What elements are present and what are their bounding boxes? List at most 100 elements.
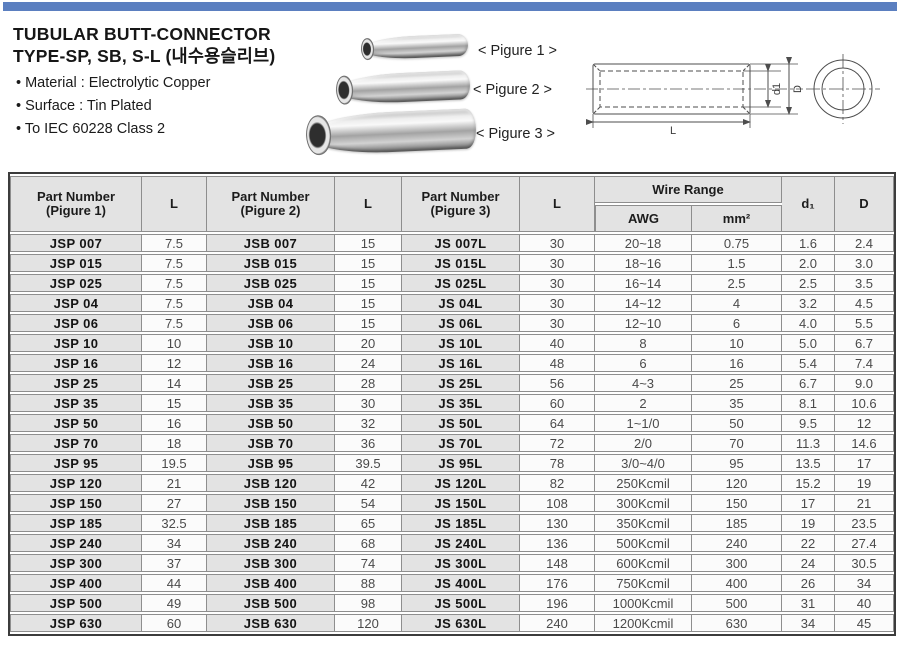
inner-diameter-d1: 1.6 bbox=[782, 234, 835, 252]
length-figure2: 30 bbox=[335, 394, 402, 412]
length-figure1: 7.5 bbox=[142, 274, 207, 292]
outer-diameter-d: 21 bbox=[835, 494, 894, 512]
length-figure2: 68 bbox=[335, 534, 402, 552]
wire-range-mm2: 630 bbox=[692, 614, 782, 632]
table-row: JSP 25 14 JSB 25 28 JS 25L 56 4~3 25 6.7 9.0 bbox=[10, 374, 894, 392]
wire-range-mm2: 0.75 bbox=[692, 234, 782, 252]
part-number-figure3: JS 35L bbox=[402, 394, 520, 412]
outer-diameter-d: 23.5 bbox=[835, 514, 894, 532]
part-number-figure2: JSB 95 bbox=[207, 454, 335, 472]
length-figure3: 30 bbox=[520, 274, 595, 292]
part-number-figure2: JSB 630 bbox=[207, 614, 335, 632]
table-row: JSP 16 12 JSB 16 24 JS 16L 48 6 16 5.4 7.4 bbox=[10, 354, 894, 372]
inner-diameter-d1: 8.1 bbox=[782, 394, 835, 412]
part-number-figure2: JSB 400 bbox=[207, 574, 335, 592]
wire-range-awg: 12~10 bbox=[595, 314, 692, 332]
table-row: JSP 120 21 JSB 120 42 JS 120L 82 250Kcmil 120 15… bbox=[10, 474, 894, 492]
table-header-row: Part Number (Pigure 1) L Part Number (Pi… bbox=[10, 176, 894, 232]
wire-range-awg: 300Kcmil bbox=[595, 494, 692, 512]
length-figure3: 60 bbox=[520, 394, 595, 412]
page-title: TUBULAR BUTT-CONNECTOR TYPE-SP, SB, S-L … bbox=[13, 23, 275, 67]
wire-range-awg: 18~16 bbox=[595, 254, 692, 272]
wire-range-mm2: 4 bbox=[692, 294, 782, 312]
outer-diameter-d: 45 bbox=[835, 614, 894, 632]
wire-range-awg: 16~14 bbox=[595, 274, 692, 292]
table-row: JSP 06 7.5 JSB 06 15 JS 06L 30 12~10 6 4.0 5.5 bbox=[10, 314, 894, 332]
length-figure3: 176 bbox=[520, 574, 595, 592]
part-number-figure2: JSB 06 bbox=[207, 314, 335, 332]
wire-range-mm2: 95 bbox=[692, 454, 782, 472]
part-number-figure2: JSB 70 bbox=[207, 434, 335, 452]
outer-diameter-d: 19 bbox=[835, 474, 894, 492]
inner-diameter-d1: 24 bbox=[782, 554, 835, 572]
part-number-figure1: JSP 120 bbox=[10, 474, 142, 492]
figure1-label: < Pigure 1 > bbox=[478, 43, 557, 59]
wire-range-mm2: 6 bbox=[692, 314, 782, 332]
table-body: JSP 007 7.5 JSB 007 15 JS 007L 30 20~18 0.75 1.6… bbox=[10, 234, 894, 632]
inner-diameter-d1: 6.7 bbox=[782, 374, 835, 392]
spec-bullets: • Material : Electrolytic Copper • Surfa… bbox=[16, 72, 210, 141]
header-part-number-figure3: Part Number (Pigure 3) bbox=[402, 176, 520, 232]
wire-range-awg: 2/0 bbox=[595, 434, 692, 452]
spec-bullet-surface: • Surface : Tin Plated bbox=[16, 98, 152, 114]
wire-range-mm2: 50 bbox=[692, 414, 782, 432]
wire-range-mm2: 10 bbox=[692, 334, 782, 352]
length-figure3: 56 bbox=[520, 374, 595, 392]
tube-bore-opening bbox=[360, 37, 375, 61]
inner-diameter-d1: 5.0 bbox=[782, 334, 835, 352]
wire-range-awg: 2 bbox=[595, 394, 692, 412]
part-number-figure3: JS 400L bbox=[402, 574, 520, 592]
length-figure2: 20 bbox=[335, 334, 402, 352]
inner-diameter-d1: 15.2 bbox=[782, 474, 835, 492]
length-figure1: 19.5 bbox=[142, 454, 207, 472]
part-number-figure2: JSB 007 bbox=[207, 234, 335, 252]
part-number-figure1: JSP 500 bbox=[10, 594, 142, 612]
spec-bullet-standard: • To IEC 60228 Class 2 bbox=[16, 121, 166, 137]
part-number-figure1: JSP 240 bbox=[10, 534, 142, 552]
length-figure2: 39.5 bbox=[335, 454, 402, 472]
outer-diameter-d: 40 bbox=[835, 594, 894, 612]
length-figure3: 48 bbox=[520, 354, 595, 372]
wire-range-mm2: 150 bbox=[692, 494, 782, 512]
length-figure1: 27 bbox=[142, 494, 207, 512]
wire-range-mm2: 120 bbox=[692, 474, 782, 492]
header-mm2: mm² bbox=[692, 205, 782, 232]
part-number-figure1: JSP 50 bbox=[10, 414, 142, 432]
length-figure3: 30 bbox=[520, 314, 595, 332]
part-number-figure1: JSP 16 bbox=[10, 354, 142, 372]
part-number-figure3: JS 16L bbox=[402, 354, 520, 372]
header-wire-range: Wire Range bbox=[595, 176, 782, 203]
wire-range-mm2: 240 bbox=[692, 534, 782, 552]
wire-range-mm2: 70 bbox=[692, 434, 782, 452]
length-figure3: 136 bbox=[520, 534, 595, 552]
part-number-figure2: JSB 16 bbox=[207, 354, 335, 372]
part-number-figure1: JSP 400 bbox=[10, 574, 142, 592]
part-number-figure1: JSP 10 bbox=[10, 334, 142, 352]
length-figure1: 14 bbox=[142, 374, 207, 392]
tube-bore-opening bbox=[335, 75, 354, 105]
part-number-figure3: JS 240L bbox=[402, 534, 520, 552]
inner-diameter-d1: 4.0 bbox=[782, 314, 835, 332]
part-number-figure1: JSP 06 bbox=[10, 314, 142, 332]
length-figure2: 15 bbox=[335, 274, 402, 292]
length-figure1: 7.5 bbox=[142, 234, 207, 252]
table-row: JSP 007 7.5 JSB 007 15 JS 007L 30 20~18 0.75 1.6… bbox=[10, 234, 894, 252]
part-number-figure2: JSB 300 bbox=[207, 554, 335, 572]
part-number-figure2: JSB 015 bbox=[207, 254, 335, 272]
page-title-line1: TUBULAR BUTT-CONNECTOR bbox=[13, 24, 271, 44]
length-figure1: 15 bbox=[142, 394, 207, 412]
length-figure3: 30 bbox=[520, 254, 595, 272]
header-part-number-figure1: Part Number (Pigure 1) bbox=[10, 176, 142, 232]
inner-diameter-d1: 19 bbox=[782, 514, 835, 532]
length-figure1: 12 bbox=[142, 354, 207, 372]
table-row: JSP 35 15 JSB 35 30 JS 35L 60 2 35 8.1 10.6 bbox=[10, 394, 894, 412]
part-number-figure3: JS 04L bbox=[402, 294, 520, 312]
part-number-figure2: JSB 240 bbox=[207, 534, 335, 552]
part-number-figure1: JSP 150 bbox=[10, 494, 142, 512]
part-number-figure3: JS 95L bbox=[402, 454, 520, 472]
length-figure2: 15 bbox=[335, 294, 402, 312]
outer-diameter-d: 30.5 bbox=[835, 554, 894, 572]
outer-diameter-d: 9.0 bbox=[835, 374, 894, 392]
length-figure1: 60 bbox=[142, 614, 207, 632]
length-figure2: 65 bbox=[335, 514, 402, 532]
